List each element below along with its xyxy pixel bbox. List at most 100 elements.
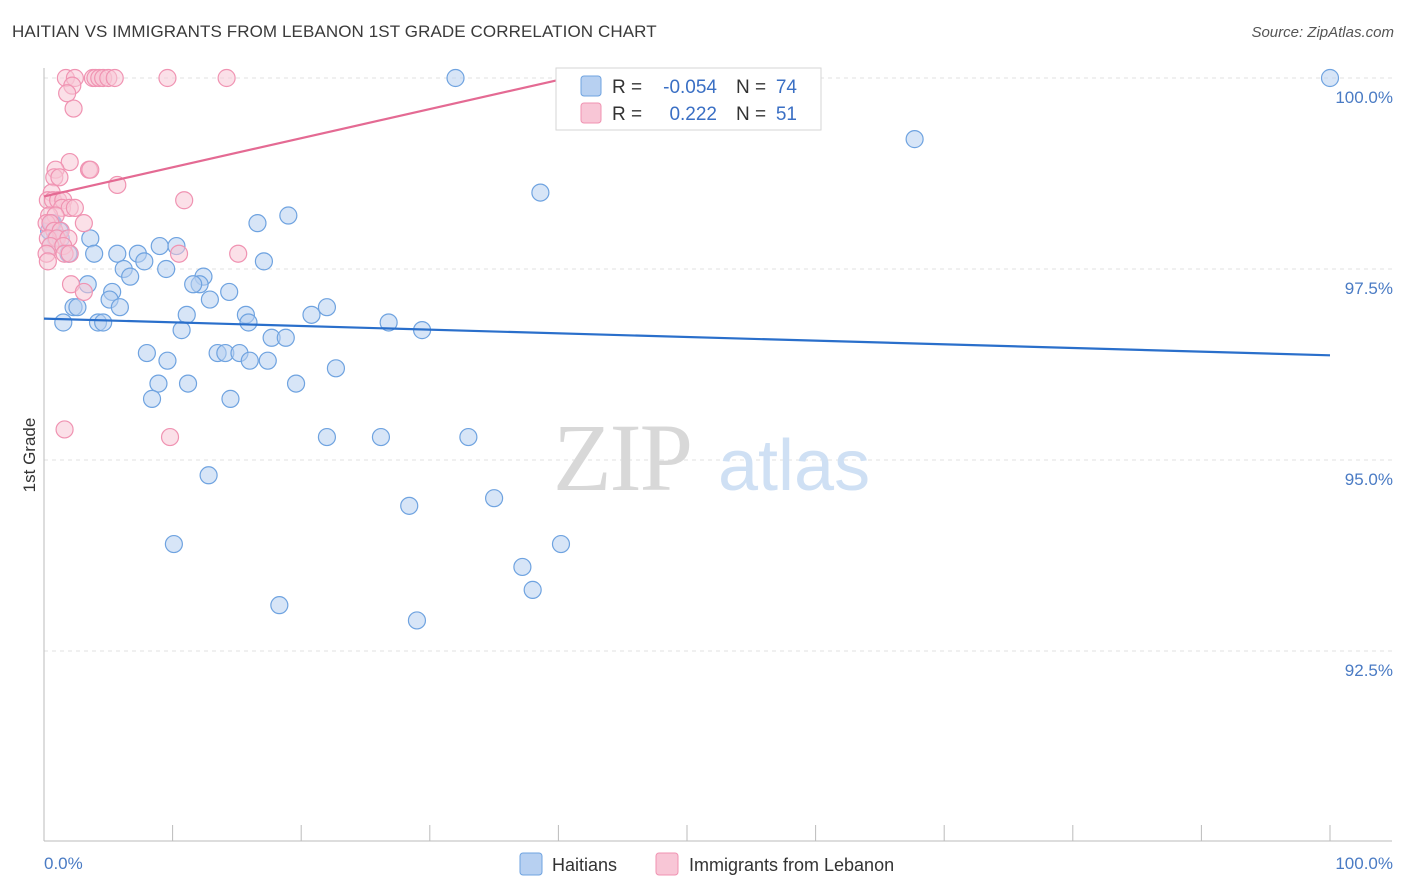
lebanon-point-48	[74, 282, 93, 302]
haitians-point-27	[200, 290, 219, 309]
stats-legend-n-label-blue: N =	[736, 77, 766, 98]
x-tick-label-0: 0.0%	[44, 854, 83, 873]
haitians-point-38	[379, 313, 398, 332]
chart-title: HAITIAN VS IMMIGRANTS FROM LEBANON 1ST G…	[12, 22, 657, 41]
series-legend: Haitians Immigrants from Lebanon	[519, 852, 894, 876]
haitians-point-52	[149, 374, 168, 393]
haitians-point-30	[68, 298, 87, 317]
haitians-point-59	[459, 427, 478, 447]
lebanon-point-49	[55, 420, 74, 439]
haitians-point-54	[286, 374, 306, 393]
haitians-point-66	[523, 580, 542, 599]
lebanon-point-8	[158, 68, 177, 88]
watermark-zip: ZIP	[553, 404, 691, 511]
haitians-point-49	[240, 351, 259, 370]
lebanon-points	[37, 68, 248, 447]
haitians-point-43	[276, 328, 295, 347]
trend-lines	[43, 73, 1331, 357]
series-legend-swatch-haitians	[519, 852, 543, 876]
lebanon-point-18	[50, 168, 69, 187]
lebanon-point-45	[229, 244, 248, 263]
stats-legend-r-value-blue: -0.054	[663, 77, 717, 98]
stats-legend-n-label-pink: N =	[736, 104, 766, 125]
haitians-point-62	[400, 496, 419, 515]
stats-legend-r-label-pink: R =	[612, 104, 642, 125]
x-tick-label-1: 100.0%	[1335, 854, 1393, 873]
stats-legend-swatch-pink	[580, 102, 602, 124]
series-legend-swatch-lebanon	[655, 852, 679, 876]
haitians-point-41	[172, 321, 191, 340]
haitians-point-56	[221, 389, 240, 408]
haitians-point-1	[1320, 68, 1340, 88]
haitians-point-28	[110, 298, 129, 317]
watermark: ZIP atlas	[553, 404, 870, 511]
lebanon-point-7	[105, 68, 124, 88]
haitians-point-19	[121, 267, 140, 286]
stats-legend-n-value-blue: 74	[776, 77, 798, 98]
haitians-point-23	[184, 275, 203, 294]
lebanon-point-31	[74, 214, 93, 233]
lebanon-trend-line	[43, 73, 585, 198]
haitians-point-60	[199, 466, 218, 485]
haitians-point-31	[177, 305, 196, 324]
series-legend-label-lebanon: Immigrants from Lebanon	[689, 855, 894, 875]
y-tick-label-1: 95.0%	[1345, 470, 1393, 489]
haitians-point-55	[142, 389, 162, 408]
haitians-point-35	[239, 313, 258, 332]
axes	[43, 68, 1392, 842]
haitians-point-48	[158, 351, 177, 370]
stats-legend-r-label-blue: R =	[612, 77, 642, 98]
stats-legend: R = -0.054 N = 74 R = 0.222 N = 51	[555, 67, 822, 131]
y-tick-label-2: 97.5%	[1345, 279, 1393, 298]
y-tick-label-3: 100.0%	[1335, 88, 1393, 107]
haitians-point-64	[551, 534, 571, 554]
haitians-point-40	[54, 313, 73, 332]
haitians-point-57	[317, 427, 337, 447]
lebanon-point-43	[60, 244, 79, 263]
haitians-point-0	[446, 68, 465, 88]
stats-legend-r-value-pink: 0.222	[669, 104, 717, 125]
haitians-point-5	[248, 214, 267, 233]
haitians-point-18	[157, 259, 176, 279]
y-tick-label-0: 92.5%	[1345, 661, 1393, 680]
lebanon-point-13	[60, 152, 79, 172]
lebanon-point-28	[65, 198, 84, 217]
haitians-point-32	[317, 298, 337, 317]
haitians-point-44	[137, 343, 156, 363]
haitians-point-15	[254, 252, 274, 271]
haitians-point-37	[94, 313, 113, 332]
lebanon-point-46	[38, 252, 57, 271]
haitians-trend-line	[43, 317, 1331, 357]
watermark-atlas: atlas	[718, 426, 870, 506]
lebanon-point-50	[160, 427, 180, 447]
x-tick-labels: 0.0% 100.0%	[44, 854, 1393, 873]
haitians-point-50	[258, 351, 277, 370]
lebanon-point-44	[169, 244, 189, 263]
haitians-point-12	[108, 244, 127, 263]
haitians-point-63	[164, 534, 183, 554]
haitians-point-3	[531, 183, 550, 202]
y-tick-labels: 92.5% 95.0% 97.5% 100.0%	[1335, 88, 1393, 680]
haitians-point-16	[135, 252, 154, 271]
series-legend-label-haitians: Haitians	[552, 855, 617, 875]
chart-source: Source: ZipAtlas.com	[1251, 24, 1394, 41]
haitians-point-68	[407, 611, 427, 630]
lebanon-point-12	[64, 99, 83, 118]
stats-legend-swatch-blue	[580, 75, 602, 97]
lebanon-point-11	[58, 84, 77, 103]
haitians-point-61	[485, 489, 504, 508]
haitians-point-51	[326, 359, 346, 378]
haitians-point-58	[371, 427, 391, 447]
haitians-point-2	[905, 130, 924, 149]
haitians-point-9	[150, 236, 169, 256]
haitians-point-4	[279, 206, 298, 225]
lebanon-point-16	[81, 160, 100, 179]
lebanon-point-25	[175, 191, 194, 210]
haitians-point-8	[81, 229, 100, 248]
haitians-point-53	[178, 374, 198, 393]
lebanon-point-9	[217, 68, 236, 88]
haitians-point-33	[302, 305, 321, 324]
stats-legend-n-value-pink: 51	[776, 104, 797, 125]
y-axis-label: 1st Grade	[20, 418, 39, 493]
